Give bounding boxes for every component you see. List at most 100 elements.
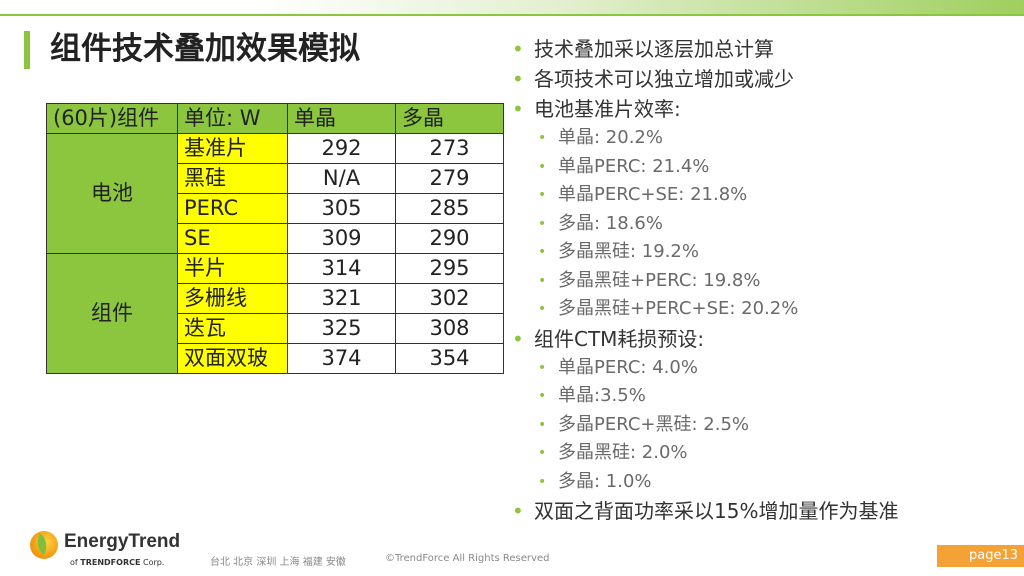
table-cell-poly: 273	[395, 133, 504, 164]
table-header-cell: 单位: W	[177, 103, 288, 134]
table-cell-poly: 308	[395, 313, 504, 344]
table-cell-poly: 285	[395, 193, 504, 224]
bullet-item: • 各项技术可以独立增加或减少	[512, 64, 1012, 94]
sub-bullet-text: 多晶黑硅+PERC: 19.8%	[558, 269, 761, 291]
bullet-text: 技术叠加采以逐层加总计算	[534, 37, 774, 61]
sub-bullet-text: 单晶PERC: 4.0%	[558, 356, 698, 378]
sub-bullet-item: • 单晶PERC+SE: 21.8%	[512, 181, 1012, 210]
table-cell-poly: 302	[395, 283, 504, 314]
bullet-item: • 电池基准片效率:	[512, 94, 1012, 124]
bullet-dot-icon: •	[538, 187, 547, 203]
sub-bullet-item: • 单晶PERC: 4.0%	[512, 354, 1012, 383]
bullet-text: 双面之背面功率采以15%增加量作为基准	[534, 499, 899, 523]
top-gradient-band	[0, 0, 1024, 14]
sub-bullet-text: 多晶: 18.6%	[558, 212, 663, 234]
bullet-dot-icon: •	[538, 445, 547, 461]
table-cell-mono: 325	[287, 313, 396, 344]
table-header-cell: 单晶	[287, 103, 396, 134]
table-row-label: 多栅线	[177, 283, 288, 314]
sub-bullet-item: • 单晶PERC: 21.4%	[512, 153, 1012, 182]
sub-bullet-text: 多晶黑硅+PERC+SE: 20.2%	[558, 298, 799, 319]
footer-cities: 台北 北京 深圳 上海 福建 安徽	[210, 557, 346, 568]
bullet-dot-icon: •	[512, 499, 524, 523]
table-cell-poly: 354	[395, 343, 504, 374]
table-row-label: PERC	[177, 193, 288, 224]
bullet-dot-icon: •	[512, 37, 524, 61]
logo-sub-corp: Corp.	[143, 558, 165, 567]
page-number: page13	[937, 545, 1024, 567]
table-cell-mono: 374	[287, 343, 396, 374]
table-group-label: 电池	[46, 133, 178, 254]
bullet-dot-icon: •	[538, 272, 547, 289]
sub-bullet-item: • 多晶: 18.6%	[512, 210, 1012, 239]
bullet-list: • 技术叠加采以逐层加总计算 • 各项技术可以独立增加或减少 • 电池基准片效率: • 单晶:…	[512, 34, 1012, 526]
bullet-dot-icon: •	[512, 326, 524, 351]
sub-bullet-text: 多晶黑硅: 19.2%	[558, 241, 699, 262]
sub-bullet-text: 多晶黑硅: 2.0%	[558, 442, 688, 463]
bullet-item: • 技术叠加采以逐层加总计算	[512, 34, 1012, 64]
bullet-dot-icon: •	[512, 97, 524, 121]
table-header-row: (60片)组件 单位: W 单晶 多晶	[46, 103, 504, 134]
table-cell-mono: 309	[287, 223, 396, 254]
bullet-text: 组件CTM耗损预设:	[534, 326, 705, 351]
bullet-dot-icon: •	[538, 130, 547, 146]
table-cell-poly: 295	[395, 253, 504, 284]
table-cell-mono: 292	[287, 133, 396, 164]
slide-title: 组件技术叠加效果模拟	[50, 31, 360, 67]
sub-bullet-item: • 单晶:3.5%	[512, 382, 1012, 411]
sub-bullet-text: 多晶: 1.0%	[558, 470, 652, 492]
logo-name: EnergyTrend	[64, 531, 181, 552]
energytrend-leaf-icon	[30, 531, 58, 559]
table-row-label: 基准片	[177, 133, 288, 164]
bullet-dot-icon: •	[538, 473, 547, 490]
sub-bullet-item: • 单晶: 20.2%	[512, 124, 1012, 153]
table-row-label: 迭瓦	[177, 313, 288, 344]
sub-bullet-item: • 多晶黑硅+PERC: 19.8%	[512, 267, 1012, 296]
sub-bullet-item: • 多晶PERC+黑硅: 2.5%	[512, 411, 1012, 440]
energytrend-logo: EnergyTrend of TRENDFORCE Corp.	[30, 527, 200, 573]
table-row: 多栅线 321 302	[47, 283, 504, 314]
table-cell-poly: 279	[395, 163, 504, 194]
footer-copyright: ©TrendForce All Rights Reserved	[385, 553, 550, 564]
table-cell-mono: 314	[287, 253, 396, 284]
bullet-text: 电池基准片效率:	[534, 97, 681, 121]
table-header-cell: (60片)组件	[46, 103, 178, 134]
table-row-label: 半片	[177, 253, 288, 284]
table-row: 组件 半片 314 295	[46, 253, 504, 374]
bullet-dot-icon: •	[538, 359, 547, 376]
bullet-dot-icon: •	[538, 388, 547, 404]
table-row: 电池 基准片 292 273	[46, 133, 504, 254]
sub-bullet-item: • 多晶黑硅: 19.2%	[512, 238, 1012, 267]
bullet-dot-icon: •	[538, 158, 547, 175]
bullet-dot-icon: •	[538, 416, 547, 433]
table-cell-mono: 321	[287, 283, 396, 314]
bullet-item: • 组件CTM耗损预设:	[512, 324, 1012, 354]
sub-bullet-item: • 多晶黑硅: 2.0%	[512, 439, 1012, 468]
bullet-dot-icon: •	[538, 244, 547, 260]
sub-bullet-text: 单晶: 20.2%	[558, 127, 663, 148]
bullet-dot-icon: •	[538, 215, 547, 232]
table-cell-mono: N/A	[287, 163, 396, 194]
module-power-table: (60片)组件 单位: W 单晶 多晶 电池 基准片 292 273 黑硅 N/A 279 PERC 3…	[46, 103, 504, 374]
table-header-cell: 多晶	[395, 103, 504, 134]
table-row-label: SE	[177, 223, 288, 254]
bullet-item: • 双面之背面功率采以15%增加量作为基准	[512, 496, 1012, 526]
logo-sub-brand: TRENDFORCE	[80, 558, 141, 567]
sub-bullet-text: 单晶PERC: 21.4%	[558, 155, 710, 177]
sub-bullet-text: 单晶PERC+SE: 21.8%	[558, 184, 748, 205]
table-cell-mono: 305	[287, 193, 396, 224]
sub-bullet-item: • 多晶黑硅+PERC+SE: 20.2%	[512, 295, 1012, 324]
logo-subtitle: of TRENDFORCE Corp.	[70, 558, 164, 567]
table-row: SE 309 290	[47, 223, 504, 254]
table-row-label: 双面双玻	[177, 343, 288, 374]
logo-sub-of: of	[70, 558, 78, 567]
bullet-text: 各项技术可以独立增加或减少	[534, 67, 794, 91]
sub-bullet-text: 多晶PERC+黑硅: 2.5%	[558, 413, 750, 435]
table-group-label: 组件	[46, 253, 178, 374]
top-accent-line	[0, 14, 1024, 16]
table-cell-poly: 290	[395, 223, 504, 254]
bullet-dot-icon: •	[538, 301, 547, 317]
table-row: 双面双玻 374 354	[47, 343, 504, 374]
table-row: PERC 305 285	[47, 193, 504, 224]
title-accent-bar	[24, 31, 30, 69]
